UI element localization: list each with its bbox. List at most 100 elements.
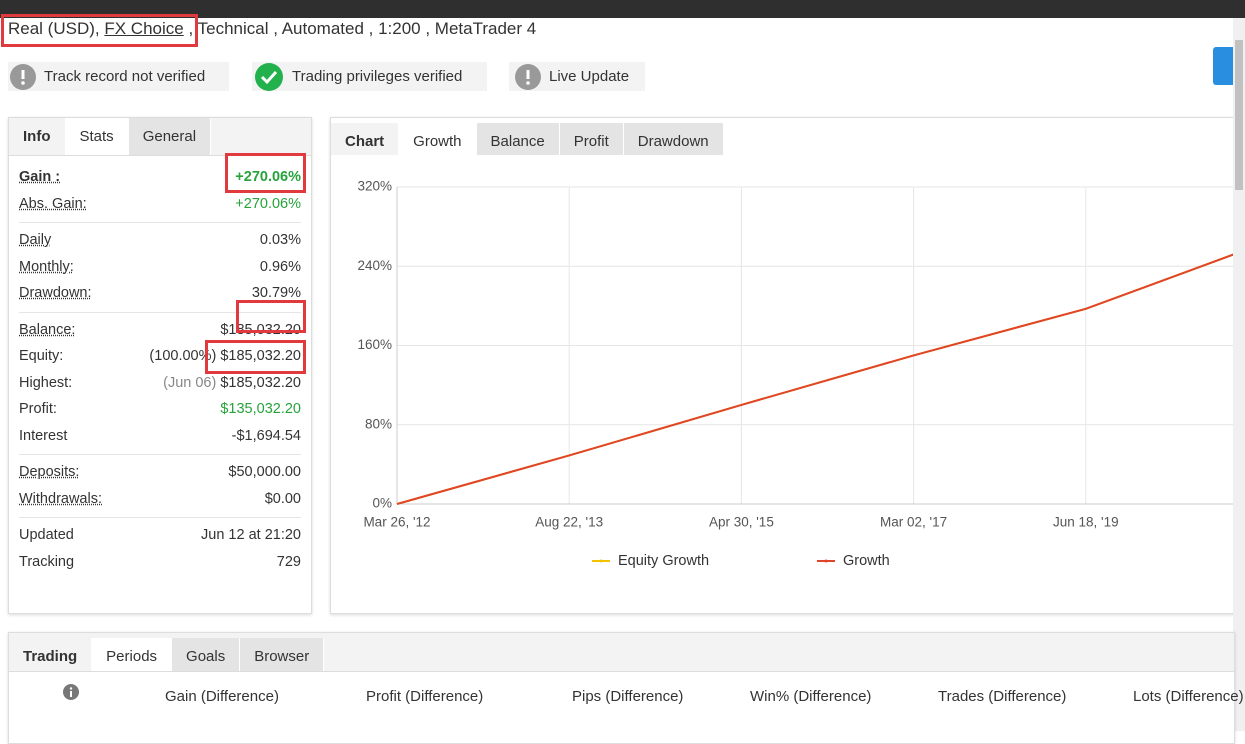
stat-value: Jun 12 at 21:20 <box>201 527 301 543</box>
stat-value: -$1,694.54 <box>232 428 301 444</box>
stats-group: Gain : +270.06% Abs. Gain: +270.06% <box>19 160 301 223</box>
tab-bar: Trading Periods Goals Browser <box>9 633 1234 672</box>
stats-panel: Info Stats General Gain : +270.06% Abs. Gain… <box>8 117 312 614</box>
tab[interactable]: Growth <box>399 123 477 155</box>
column-header: Lots (Difference) <box>1133 688 1244 705</box>
column-header: Gain (Difference) <box>165 688 279 705</box>
tab[interactable]: Browser <box>240 638 325 671</box>
stats-row: Equity: (100.00%) $185,032.20 <box>19 343 301 370</box>
x-tick-label: Jun 18, '19 <box>1053 515 1119 530</box>
stat-number: $185,032.20 <box>220 374 301 391</box>
tab[interactable]: Periods <box>92 638 173 671</box>
tab[interactable]: Profit <box>559 123 624 155</box>
stat-label: Deposits: <box>19 464 80 481</box>
stat-label: Updated <box>19 527 74 544</box>
x-tick-label: Mar 26, '12 <box>363 515 430 530</box>
legend-label[interactable]: Growth <box>843 553 890 569</box>
legend-dot <box>599 559 603 563</box>
top-bar <box>0 0 1245 18</box>
badge: Live Update <box>509 62 645 91</box>
legend-dot <box>824 559 828 563</box>
account-details: , Technical , Automated , 1:200 , MetaTr… <box>188 19 537 38</box>
stat-number: $0.00 <box>264 490 301 507</box>
stats-row: Deposits: $50,000.00 <box>19 459 301 486</box>
stat-label: Interest <box>19 427 68 444</box>
stat-label: Monthly: <box>19 258 74 275</box>
legend-label[interactable]: Equity Growth <box>618 553 709 569</box>
badge-text: Live Update <box>549 68 630 85</box>
x-tick-label: Apr 30, '15 <box>709 515 774 530</box>
tab[interactable]: Stats <box>65 118 129 155</box>
chart-panel: Chart Growth Balance Profit Drawdown 0% 80% 16… <box>330 117 1245 614</box>
y-tick-label: 240% <box>357 258 392 273</box>
stat-number: Jun 12 at 21:20 <box>201 527 301 544</box>
stat-label: Withdrawals: <box>19 490 102 507</box>
chart: 0% 80% 160% 240% 320% Mar 26, '12 Aug 22, '13 A… <box>357 179 1234 569</box>
stat-number: $185,032.20 <box>220 348 301 365</box>
column-header: Win% (Difference) <box>750 688 872 705</box>
tab[interactable]: Drawdown <box>623 123 724 155</box>
line-series <box>396 253 1234 505</box>
tab: Chart <box>331 123 400 155</box>
stats-row: Withdrawals: $0.00 <box>19 486 301 513</box>
stat-label: Abs. Gain: <box>19 195 87 212</box>
stats-list: Gain : +270.06% Abs. Gain: +270.06% Daily 0.0… <box>9 156 311 580</box>
column-header: Pips (Difference) <box>572 688 684 705</box>
line-series <box>396 253 1234 505</box>
y-tick-label: 160% <box>357 337 392 352</box>
stat-label: Equity: <box>19 348 64 365</box>
account-header: Real (USD), FX Choice , Technical , Auto… <box>8 19 536 39</box>
broker-link[interactable]: FX Choice <box>104 19 184 38</box>
badge-text: Track record not verified <box>44 68 206 85</box>
stats-row: Drawdown: 30.79% <box>19 280 301 307</box>
column-headers: Gain (Difference) Profit (Difference) Pips… <box>9 672 1244 722</box>
highlight <box>205 340 306 374</box>
tab-bar: Info Stats General <box>9 118 311 156</box>
stat-label: Tracking <box>19 553 75 570</box>
stats-group: Updated Jun 12 at 21:20 Tracking 729 <box>19 518 301 580</box>
stat-value: $0.00 <box>265 491 301 507</box>
stat-value: (100.00%) $185,032.20 <box>149 348 301 364</box>
scroll-thumb[interactable] <box>1235 40 1243 190</box>
info-icon <box>63 684 79 700</box>
stat-value: 0.96% <box>260 259 301 275</box>
stats-row: Updated Jun 12 at 21:20 <box>19 522 301 549</box>
button[interactable] <box>1213 47 1233 85</box>
stat-value: 0.03% <box>260 232 301 248</box>
tab: Info <box>9 118 66 155</box>
stat-note: (100.00%) <box>149 348 217 365</box>
scrollbar[interactable] <box>1233 18 1245 731</box>
stats-row: Abs. Gain: +270.06% <box>19 191 301 218</box>
badge-text: Trading privileges verified <box>292 68 463 85</box>
stat-note: (Jun 06) <box>163 374 217 391</box>
tab: Trading <box>9 638 93 671</box>
stat-label: Highest: <box>19 374 73 391</box>
stat-number: 30.79% <box>251 285 301 302</box>
y-tick-label: 320% <box>357 179 392 194</box>
highlight <box>225 153 306 193</box>
stat-value: $185,032.20 <box>220 322 301 338</box>
stat-label: Balance: <box>19 321 76 338</box>
x-tick-label: Mar 02, '17 <box>880 515 947 530</box>
stats-row: Balance: $185,032.20 <box>19 317 301 344</box>
stat-label: Profit: <box>19 401 57 418</box>
y-tick-label: 0% <box>372 496 392 511</box>
stats-group: Deposits: $50,000.00 Withdrawals: $0.00 <box>19 455 301 518</box>
stat-number: +270.06% <box>235 169 301 186</box>
x-tick-label: Aug 22, '13 <box>535 515 603 530</box>
column-header: Profit (Difference) <box>366 688 484 705</box>
stat-number: $185,032.20 <box>220 321 301 338</box>
stats-row: Gain : +270.06% <box>19 164 301 191</box>
highlight <box>236 300 306 333</box>
tab[interactable]: General <box>128 118 212 155</box>
periods-panel: Trading Periods Goals Browser Gain (Differe… <box>8 632 1244 744</box>
stat-number: -$1,694.54 <box>231 427 301 444</box>
stat-value: $135,032.20 <box>220 401 301 417</box>
y-tick-label: 80% <box>365 416 392 431</box>
account-type: Real (USD), <box>8 19 100 38</box>
tab[interactable]: Goals <box>172 638 241 671</box>
stat-number: +270.06% <box>235 195 301 212</box>
tab[interactable]: Balance <box>476 123 560 155</box>
stat-value: (Jun 06) $185,032.20 <box>163 375 301 391</box>
